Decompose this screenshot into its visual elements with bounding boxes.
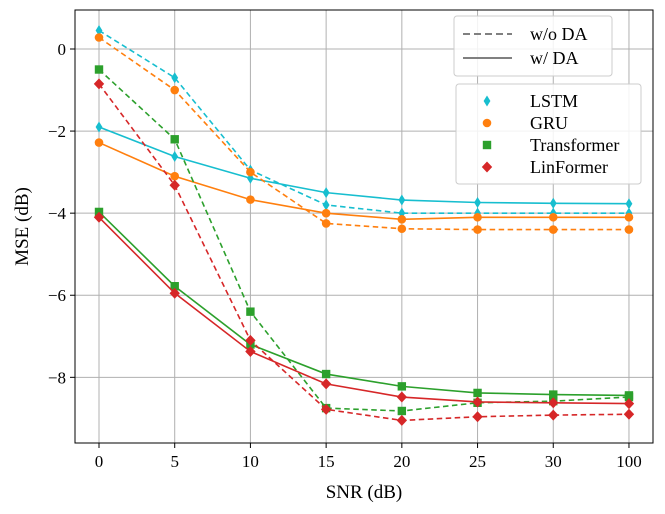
- data-point: [322, 187, 330, 199]
- series-line: [98, 216, 629, 405]
- data-point: [245, 334, 256, 346]
- data-point: [472, 396, 483, 408]
- data-point: [246, 167, 255, 177]
- data-point: [246, 195, 255, 204]
- data-point: [397, 224, 407, 234]
- series-line: [98, 68, 630, 412]
- y-tick-label: −8: [48, 368, 66, 387]
- x-tick-label: 0: [95, 452, 104, 471]
- data-point: [170, 282, 179, 291]
- series-line: [98, 36, 629, 231]
- y-tick-label: −6: [48, 286, 66, 305]
- data-point: [397, 215, 407, 224]
- data-point: [623, 408, 635, 420]
- model-legend-marker: [481, 161, 493, 173]
- series-transformer-with-da: [94, 207, 634, 400]
- series-lstm-with-da: [95, 121, 633, 210]
- data-point: [320, 403, 332, 415]
- data-point: [474, 196, 481, 208]
- x-tick-label: 15: [318, 452, 335, 471]
- model-legend-marker: [483, 95, 491, 107]
- x-tick-label: 30: [545, 452, 562, 471]
- y-tick-label: −4: [48, 204, 67, 223]
- data-point: [473, 212, 482, 222]
- model-legend-marker: [482, 118, 492, 128]
- series-line: [98, 83, 629, 422]
- series-line: [98, 211, 629, 397]
- data-point: [94, 65, 104, 74]
- data-point: [93, 211, 105, 223]
- model-legend-frame: [455, 83, 642, 185]
- data-point: [548, 397, 559, 409]
- series-line: [98, 126, 629, 205]
- data-point: [94, 33, 104, 42]
- data-point: [549, 390, 558, 399]
- series-layer: [93, 25, 635, 426]
- data-point: [94, 138, 104, 147]
- data-point: [548, 225, 558, 234]
- data-point: [397, 382, 407, 391]
- series-line: [98, 141, 629, 221]
- data-point: [548, 409, 559, 421]
- data-point: [245, 345, 256, 357]
- series-gru-without-da: [94, 33, 634, 234]
- data-point: [321, 208, 331, 218]
- ticks: 0 5 10 15 20 25 30 100 0 −2 −4 −6 −8: [48, 40, 642, 471]
- x-tick-label: 10: [242, 452, 259, 471]
- data-point: [624, 391, 634, 400]
- data-point: [169, 287, 180, 299]
- data-point: [473, 225, 482, 234]
- data-point: [472, 411, 483, 423]
- plot-frame: [74, 9, 654, 444]
- data-point: [93, 78, 105, 90]
- style-legend-label: w/o DA: [530, 24, 588, 44]
- data-point: [623, 398, 635, 410]
- data-point: [170, 135, 179, 144]
- data-point: [169, 179, 180, 191]
- model-legend-label: LSTM: [530, 91, 578, 111]
- data-point: [321, 369, 331, 379]
- data-point: [397, 406, 407, 416]
- style-legend: w/o DA w/ DA: [453, 15, 613, 77]
- model-legend-label: Transformer: [530, 135, 619, 155]
- data-point: [95, 121, 103, 133]
- model-legend-marker: [482, 140, 492, 150]
- style-legend-frame: [453, 15, 613, 77]
- data-point: [320, 378, 332, 390]
- data-point: [170, 171, 180, 181]
- y-axis-label: MSE (dB): [12, 187, 33, 266]
- data-point: [624, 212, 634, 222]
- series-linformer-with-da: [93, 211, 635, 410]
- data-point: [246, 307, 255, 316]
- style-legend-label: w/ DA: [530, 48, 579, 68]
- data-point: [170, 85, 180, 95]
- x-tick-label: 100: [616, 452, 642, 471]
- model-legend-label: GRU: [530, 113, 568, 133]
- series-line: [98, 29, 629, 214]
- data-point: [625, 198, 633, 210]
- y-tick-label: 0: [58, 40, 67, 59]
- data-point: [171, 72, 179, 84]
- x-tick-label: 20: [393, 452, 410, 471]
- series-gru-with-da: [94, 138, 634, 224]
- series-linformer-without-da: [93, 78, 635, 426]
- data-point: [396, 391, 408, 403]
- x-tick-label: 5: [170, 452, 179, 471]
- data-point: [322, 199, 330, 211]
- data-point: [171, 151, 179, 163]
- data-point: [398, 194, 406, 206]
- x-axis-label: SNR (dB): [326, 482, 403, 503]
- data-point: [548, 212, 558, 222]
- data-point: [549, 197, 557, 209]
- y-tick-label: −2: [48, 122, 66, 141]
- data-point: [624, 225, 634, 234]
- x-tick-label: 25: [469, 452, 486, 471]
- data-point: [321, 219, 331, 228]
- data-point: [396, 414, 408, 426]
- data-point: [473, 388, 482, 398]
- data-point: [95, 25, 103, 37]
- model-legend-label: LinFormer: [530, 157, 608, 177]
